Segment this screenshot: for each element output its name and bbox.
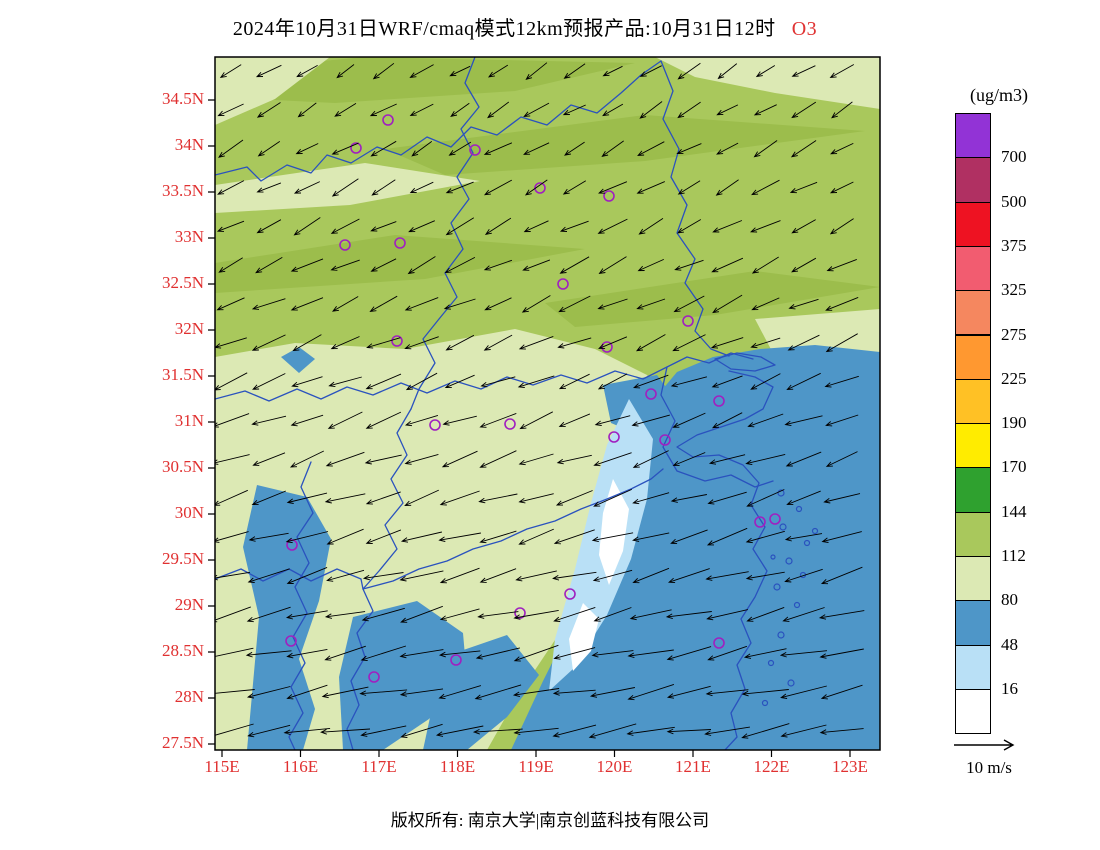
lat-tick-label: 33N <box>174 227 204 246</box>
legend-unit-label: (ug/m3) <box>970 85 1028 105</box>
title-text: 2024年10月31日WRF/cmaq模式12km预报产品:10月31日12时 <box>232 18 776 40</box>
axis-tick-marks <box>208 99 851 757</box>
lon-tick-label: 120E <box>596 757 633 776</box>
legend-value-label: 700 <box>1001 147 1027 167</box>
legend-value-label: 80 <box>1001 590 1018 610</box>
legend-value-label: 500 <box>1001 191 1027 211</box>
legend-color-box <box>955 113 991 159</box>
lat-tick-label: 28N <box>174 687 204 706</box>
legend-value-label: 170 <box>1001 457 1027 477</box>
legend-value-label: 325 <box>1001 280 1027 300</box>
lat-tick-label: 29N <box>174 595 204 614</box>
legend-color-box <box>955 423 991 469</box>
lon-tick-label: 116E <box>282 757 319 776</box>
legend-color-box <box>955 201 991 247</box>
map-plot <box>208 56 881 757</box>
lon-tick-label: 122E <box>753 757 790 776</box>
lon-tick-label: 123E <box>832 757 868 776</box>
plot-frame <box>214 56 881 751</box>
lat-tick-label: 30N <box>174 503 204 522</box>
wind-vectors <box>215 62 865 739</box>
legend-color-box <box>955 245 991 292</box>
lat-tick-label: 34.5N <box>161 89 204 108</box>
lat-tick-label: 29.5N <box>161 549 204 568</box>
legend-value-label: 144 <box>1001 501 1027 521</box>
lat-tick-label: 32N <box>174 319 204 338</box>
legend-value-label: 190 <box>1001 413 1027 433</box>
lat-tick-label: 27.5N <box>161 733 204 752</box>
map-canvas <box>208 56 881 757</box>
legend-value-label: 275 <box>1001 324 1027 344</box>
copyright: 版权所有: 南京大学|南京创蓝科技有限公司 <box>390 811 710 830</box>
lon-tick-label: 119E <box>518 757 554 776</box>
lat-tick-label: 31.5N <box>161 365 204 384</box>
legend-color-box <box>955 290 991 336</box>
legend-color-box <box>955 378 991 425</box>
legend: (ug/m3) 700 500 375 325 275 225 190 170 144 112 80… <box>945 85 1095 785</box>
lat-tick-label: 31N <box>174 411 204 430</box>
lat-tick-label: 33.5N <box>161 181 204 200</box>
lon-tick-label: 115E <box>204 757 240 776</box>
legend-color-box <box>955 157 991 203</box>
lon-tick-label: 117E <box>361 757 397 776</box>
page-title: 2024年10月31日WRF/cmaq模式12km预报产品:10月31日12时 O… <box>0 12 1050 41</box>
legend-value-label: 16 <box>1001 678 1018 698</box>
legend-color-box <box>955 688 991 735</box>
legend-value-label: 375 <box>1001 235 1027 255</box>
lat-tick-label: 34N <box>174 135 204 154</box>
lon-tick-label: 121E <box>675 757 711 776</box>
legend-color-box <box>955 334 991 380</box>
lat-tick-label: 32.5N <box>161 273 204 292</box>
legend-color-box <box>955 467 991 513</box>
legend-color-box <box>955 556 991 602</box>
wind-reference-arrow-icon <box>954 739 1015 751</box>
legend-color-box <box>955 600 991 646</box>
lat-tick-label: 30.5N <box>161 457 204 476</box>
legend-color-box <box>955 644 991 690</box>
map-layers <box>215 57 880 750</box>
wind-reference-label: 10 m/s <box>966 758 1012 777</box>
legend-value-label: 225 <box>1001 368 1027 388</box>
lon-tick-label: 118E <box>439 757 476 776</box>
wind-reference: 10 m/s <box>946 736 1032 778</box>
lat-tick-label: 28.5N <box>161 641 204 660</box>
title-pollutant: O3 <box>791 18 818 40</box>
legend-color-box <box>955 511 991 557</box>
legend-value-label: 112 <box>1001 546 1026 565</box>
legend-value-label: 48 <box>1001 634 1018 654</box>
